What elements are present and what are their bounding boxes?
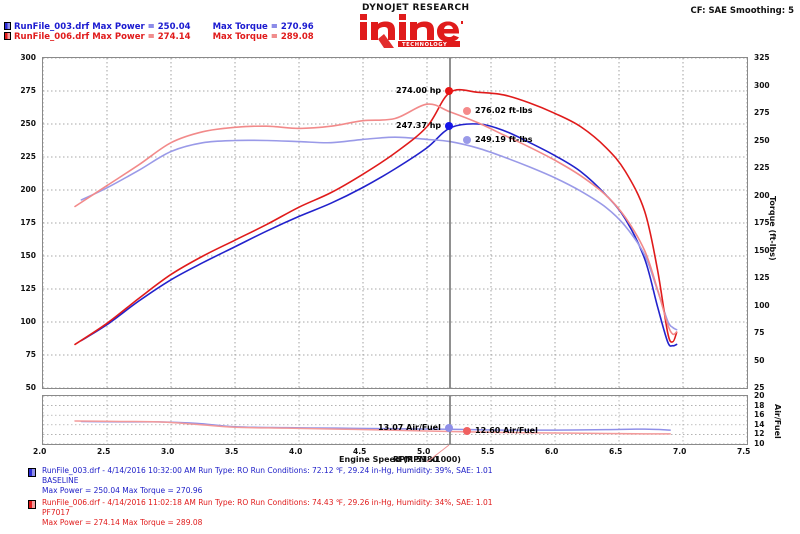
afr-tick-10: 10: [754, 439, 765, 448]
power-tick-50: 50: [25, 383, 36, 392]
hp-red-label: 274.00 hp: [396, 86, 442, 96]
rpm-tick-3.0: 3.0: [161, 447, 175, 456]
power-torque-plot: [42, 57, 748, 389]
rpm-tick-2.5: 2.5: [97, 447, 111, 456]
rpm-tick-3.5: 3.5: [225, 447, 239, 456]
legend-entry-2-line2: PF7017: [42, 508, 70, 517]
torque-tick-100: 100: [754, 300, 770, 310]
legend-entry-1-line1: RunFile_003.drf - 4/14/2016 10:32:00 AM …: [42, 466, 493, 475]
afr-axis-title: Air/Fuel: [773, 404, 782, 439]
afr-blue-label: 13.07 Air/Fuel: [378, 423, 441, 433]
torque-tick-75: 75: [754, 328, 765, 337]
torque-tick-325: 325: [754, 53, 770, 62]
tq-red-label: 276.02 ft-lbs: [475, 105, 533, 115]
rpm-tick-6.5: 6.5: [609, 447, 623, 456]
afr-red-marker[interactable]: [463, 426, 472, 435]
afr-red-label: 12.60 Air/Fuel: [475, 425, 538, 435]
power-tick-75: 75: [25, 350, 36, 359]
power-tick-300: 300: [20, 53, 36, 62]
power-tick-175: 175: [20, 218, 36, 227]
power-tick-250: 250: [20, 119, 36, 128]
header-run2-line: RunFile_006.drf Max Power = 274.14 Max To…: [4, 32, 314, 42]
torque-tick-275: 275: [754, 108, 770, 117]
rpm-tick-4.0: 4.0: [289, 447, 303, 456]
afr-tick-18: 18: [754, 400, 765, 410]
correction-factor-label: CF: SAE Smoothing: 5: [690, 6, 795, 16]
power-tick-125: 125: [20, 284, 36, 293]
header-run1-line: RunFile_003.drf Max Power = 250.04 Max To…: [4, 22, 314, 32]
torque-tick-125: 125: [754, 273, 770, 282]
hp-blue-label: 247.37 hp: [396, 121, 442, 131]
legend-entry-1-line3: Max Power = 250.04 Max Torque = 270.96: [42, 486, 203, 495]
torque-tick-300: 300: [754, 80, 770, 90]
rpm-tick-7.5: 7.5: [737, 447, 751, 456]
rpm-tick-4.5: 4.5: [353, 447, 367, 456]
header-run1-torque: Max Torque = 270.96: [212, 22, 314, 32]
legend-entry-2-line1: RunFile_006.drf - 4/14/2016 11:02:18 AM …: [42, 498, 493, 507]
torque-tick-50: 50: [754, 355, 765, 365]
torque-tick-225: 225: [754, 163, 770, 172]
cursor-rpm-readout: RPM 5180: [393, 455, 439, 464]
logo-subtext: TECHNOLOGY: [402, 42, 447, 48]
power-tick-275: 275: [20, 86, 36, 95]
header-run2-torque: Max Torque = 289.08: [212, 32, 314, 42]
torque-tick-250: 250: [754, 135, 770, 145]
run-legend: RunFile_003.drf - 4/14/2016 10:32:00 AM …: [0, 466, 800, 534]
injen-logo: TECHNOLOGY: [360, 14, 463, 48]
tq-blue-marker[interactable]: [463, 136, 472, 145]
torque-tick-200: 200: [754, 190, 770, 200]
rpm-tick-2.0: 2.0: [33, 447, 47, 456]
afr-tick-14: 14: [754, 419, 765, 429]
rpm-tick-5.0: 5.0: [417, 447, 431, 456]
afr-blue-marker[interactable]: [445, 424, 454, 433]
chart-header: RunFile_003.drf Max Power = 250.04 Max To…: [0, 0, 800, 50]
air-fuel-svg: [43, 396, 747, 444]
hp-blue-marker[interactable]: [445, 122, 454, 131]
hp-red-marker[interactable]: [445, 87, 454, 96]
tq-red-marker[interactable]: [463, 106, 472, 115]
rpm-axis-title: Engine Speed (RPM x1000): [339, 455, 461, 464]
legend-swatch-2[interactable]: [28, 500, 36, 509]
tq-blue-label: 249.19 ft-lbs: [475, 135, 533, 145]
torque-tick-25: 25: [754, 383, 765, 392]
power-tick-150: 150: [20, 251, 36, 260]
afr-tick-20: 20: [754, 391, 765, 400]
torque-axis-title: Torque (ft-lbs): [768, 196, 777, 261]
legend-entry-2-line3: Max Power = 274.14 Max Torque = 289.08: [42, 518, 203, 527]
rpm-tick-5.5: 5.5: [481, 447, 495, 456]
power-tick-225: 225: [20, 152, 36, 161]
afr-tick-12: 12: [754, 429, 765, 439]
run1-color-swatch: [4, 22, 11, 30]
torque-tick-150: 150: [754, 245, 770, 255]
rpm-tick-7.0: 7.0: [673, 447, 687, 456]
afr-tick-16: 16: [754, 410, 765, 420]
run2-color-swatch: [4, 32, 11, 40]
dynojet-research-title: DYNOJET RESEARCH: [362, 3, 470, 13]
torque-tick-175: 175: [754, 218, 770, 227]
power-tick-100: 100: [20, 317, 36, 326]
header-run1-power: RunFile_003.drf Max Power = 250.04: [14, 22, 191, 32]
rpm-tick-6.0: 6.0: [545, 447, 559, 456]
air-fuel-plot: [42, 395, 748, 445]
power-tick-200: 200: [20, 185, 36, 194]
power-torque-svg: [43, 58, 747, 388]
header-run2-power: RunFile_006.drf Max Power = 274.14: [14, 32, 191, 42]
legend-swatch-1[interactable]: [28, 468, 36, 477]
legend-entry-1-line2: BASELINE: [42, 476, 79, 485]
